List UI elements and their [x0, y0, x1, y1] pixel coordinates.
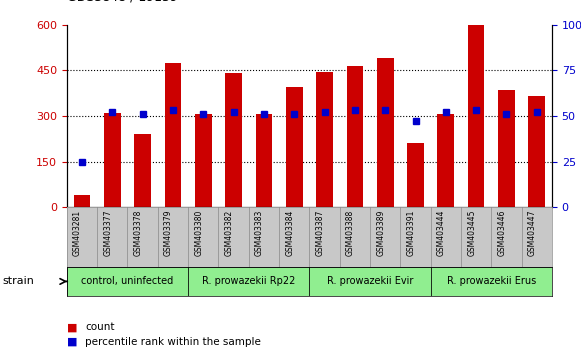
Text: GSM403383: GSM403383 [255, 210, 264, 256]
Bar [104, 113, 121, 207]
Bar [309, 267, 431, 296]
Bar [498, 90, 515, 207]
Text: GSM403377: GSM403377 [103, 210, 112, 256]
Text: GSM403446: GSM403446 [497, 210, 507, 256]
Text: R. prowazekii Erus: R. prowazekii Erus [447, 276, 536, 286]
Text: GSM403391: GSM403391 [407, 210, 415, 256]
Text: strain: strain [3, 276, 35, 286]
Text: GSM403444: GSM403444 [437, 210, 446, 256]
Text: GSM403447: GSM403447 [528, 210, 537, 256]
Text: ■: ■ [67, 322, 77, 332]
Text: GSM403380: GSM403380 [194, 210, 203, 256]
Bar [407, 143, 424, 207]
Bar [377, 58, 393, 207]
Text: GSM403281: GSM403281 [73, 210, 82, 256]
Bar [286, 87, 303, 207]
Text: GSM403388: GSM403388 [346, 210, 355, 256]
Bar [316, 72, 333, 207]
Text: control, uninfected: control, uninfected [81, 276, 174, 286]
Text: percentile rank within the sample: percentile rank within the sample [85, 337, 261, 347]
Text: GSM403378: GSM403378 [134, 210, 142, 256]
Bar [346, 66, 363, 207]
Bar [134, 134, 151, 207]
Bar [195, 114, 211, 207]
Text: GDS3848 / 19139: GDS3848 / 19139 [67, 0, 178, 4]
Text: R. prowazekii Rp22: R. prowazekii Rp22 [202, 276, 295, 286]
Bar [431, 267, 552, 296]
Bar [188, 267, 309, 296]
Bar [67, 267, 188, 296]
Text: GSM403382: GSM403382 [225, 210, 234, 256]
Text: GSM403384: GSM403384 [285, 210, 294, 256]
Bar [468, 25, 485, 207]
Bar [74, 195, 90, 207]
Bar [256, 114, 272, 207]
Text: GSM403389: GSM403389 [376, 210, 385, 256]
Text: ■: ■ [67, 337, 77, 347]
Bar [164, 63, 181, 207]
Bar [437, 114, 454, 207]
Text: GSM403379: GSM403379 [164, 210, 173, 256]
Text: GSM403445: GSM403445 [467, 210, 476, 256]
Text: R. prowazekii Evir: R. prowazekii Evir [327, 276, 413, 286]
Text: GSM403387: GSM403387 [315, 210, 325, 256]
Text: count: count [85, 322, 115, 332]
Bar [225, 73, 242, 207]
Bar [529, 96, 545, 207]
